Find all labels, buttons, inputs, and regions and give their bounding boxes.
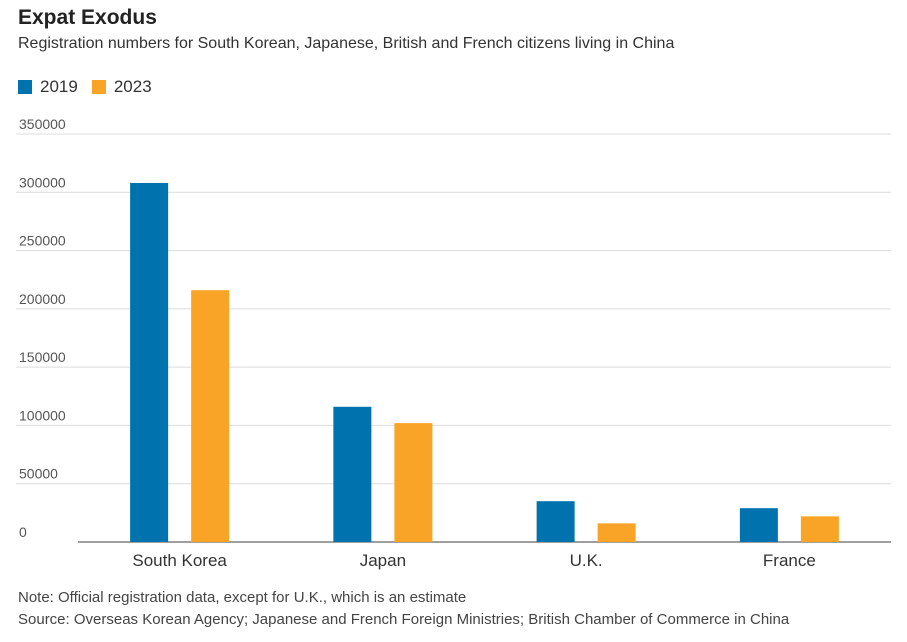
bar-japan-2019 xyxy=(333,406,372,542)
y-tick-label-4: 200000 xyxy=(19,291,66,307)
chart-title: Expat Exodus xyxy=(18,6,157,29)
chart-subtitle: Registration numbers for South Korean, J… xyxy=(18,35,675,52)
x-category-label-1: Japan xyxy=(360,551,406,570)
note-text: Note: Official registration data, except… xyxy=(18,589,467,606)
bar-u-k-2023 xyxy=(597,523,636,542)
bar-france-2019 xyxy=(739,508,778,542)
y-tick-label-7: 350000 xyxy=(19,116,66,132)
bar-france-2023 xyxy=(800,516,839,542)
source-text: Source: Overseas Korean Agency; Japanese… xyxy=(18,611,790,628)
footnotes: Note: Official registration data, except… xyxy=(18,587,789,631)
x-category-label-0: South Korea xyxy=(132,551,227,570)
y-tick-label-3: 150000 xyxy=(19,349,66,365)
bar-chart: 0 50000 100000 150000 200000 250000 300000 3500… xyxy=(16,116,891,570)
bar-u-k-2019 xyxy=(536,501,575,542)
bar-south-korea-2019 xyxy=(130,182,169,542)
x-category-label-3: France xyxy=(763,551,816,570)
legend-item-2023: 2023 xyxy=(91,77,152,97)
bar-south-korea-2023 xyxy=(191,290,230,542)
legend-label-2019: 2019 xyxy=(40,77,78,96)
legend: 2019 2023 xyxy=(18,77,166,97)
legend-label-2023: 2023 xyxy=(113,77,152,96)
y-tick-label-6: 300000 xyxy=(19,174,66,190)
legend-swatch-2023 xyxy=(91,80,106,94)
y-tick-label-5: 250000 xyxy=(19,233,66,249)
y-tick-label-2: 100000 xyxy=(19,407,66,423)
legend-swatch-2019 xyxy=(18,80,32,94)
legend-item-2019: 2019 xyxy=(18,77,78,97)
x-category-label-2: U.K. xyxy=(570,551,603,570)
y-tick-label-0: 0 xyxy=(19,524,27,540)
y-tick-label-1: 50000 xyxy=(19,466,58,482)
bar-japan-2023 xyxy=(394,423,433,542)
